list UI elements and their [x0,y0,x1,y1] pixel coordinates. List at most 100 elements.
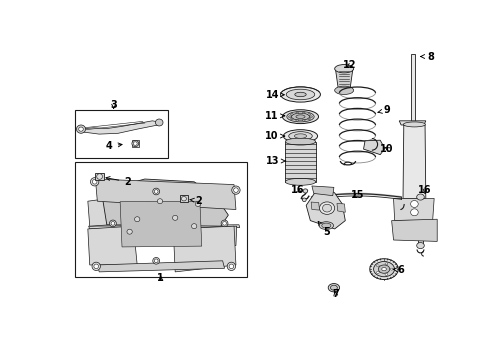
Ellipse shape [111,221,115,225]
Bar [411,54,415,121]
Ellipse shape [295,92,306,97]
Bar [96,173,104,180]
Ellipse shape [391,268,393,270]
Ellipse shape [94,264,98,269]
Ellipse shape [335,86,354,94]
Ellipse shape [302,198,306,202]
Bar [132,140,139,147]
Ellipse shape [373,261,394,277]
Ellipse shape [322,223,331,228]
Ellipse shape [154,259,158,263]
Text: 11: 11 [265,111,285,121]
Ellipse shape [376,265,379,267]
Ellipse shape [133,142,137,145]
Ellipse shape [385,274,388,275]
Ellipse shape [289,132,312,140]
Ellipse shape [97,174,102,179]
Ellipse shape [153,188,160,195]
Ellipse shape [292,113,310,120]
Bar [180,195,188,202]
Polygon shape [306,189,345,229]
Ellipse shape [294,134,307,138]
Ellipse shape [370,259,398,279]
Ellipse shape [282,110,318,123]
Text: 10: 10 [380,144,394,153]
Polygon shape [120,201,202,247]
Ellipse shape [79,127,83,131]
Ellipse shape [221,220,228,227]
Ellipse shape [302,120,305,121]
Ellipse shape [296,112,298,114]
Ellipse shape [302,112,305,114]
Ellipse shape [93,180,97,184]
Text: 6: 6 [393,265,404,275]
Ellipse shape [229,264,234,269]
Ellipse shape [416,243,424,249]
Text: 12: 12 [343,60,357,70]
Ellipse shape [283,130,318,143]
Polygon shape [337,203,345,212]
Polygon shape [336,69,353,90]
Polygon shape [98,261,224,272]
Text: 9: 9 [378,105,391,115]
Ellipse shape [291,118,293,120]
Polygon shape [103,179,228,226]
Ellipse shape [289,116,291,117]
Ellipse shape [296,115,305,118]
Ellipse shape [310,116,313,117]
Text: 13: 13 [267,156,286,166]
Ellipse shape [286,89,315,100]
Ellipse shape [153,257,160,264]
Ellipse shape [172,215,178,220]
Ellipse shape [411,201,418,207]
Text: 5: 5 [318,221,330,237]
Ellipse shape [322,204,332,212]
Text: 2: 2 [106,176,131,187]
Ellipse shape [181,197,186,201]
Polygon shape [89,225,240,229]
Ellipse shape [403,122,425,127]
Ellipse shape [132,140,139,147]
Ellipse shape [285,138,316,145]
Text: 16: 16 [418,185,432,195]
Bar [418,197,423,246]
Polygon shape [312,186,334,195]
Bar [285,141,316,182]
Polygon shape [399,121,426,125]
Ellipse shape [155,119,163,126]
Ellipse shape [222,221,226,225]
Polygon shape [392,219,437,242]
Text: 16: 16 [291,185,304,195]
Polygon shape [311,202,319,210]
Text: 2: 2 [190,195,202,206]
Polygon shape [88,226,137,265]
Polygon shape [393,198,434,221]
Polygon shape [96,179,236,210]
Text: 1: 1 [157,273,164,283]
Bar [74,162,247,278]
Ellipse shape [196,202,200,207]
Polygon shape [173,226,236,272]
Ellipse shape [91,177,99,186]
Ellipse shape [303,189,308,193]
Ellipse shape [330,285,337,290]
Text: 3: 3 [110,100,117,110]
Bar [74,110,168,158]
Polygon shape [204,226,237,246]
Ellipse shape [109,220,116,227]
Ellipse shape [281,87,320,102]
Text: 10: 10 [265,131,285,141]
Ellipse shape [376,271,379,273]
Ellipse shape [308,118,311,120]
Text: 14: 14 [267,90,284,100]
Ellipse shape [285,178,316,185]
Polygon shape [364,140,385,155]
Ellipse shape [335,64,354,73]
Text: 4: 4 [106,141,122,151]
Ellipse shape [328,284,340,292]
Ellipse shape [291,113,293,115]
Ellipse shape [157,199,163,204]
Ellipse shape [319,222,334,229]
Ellipse shape [287,111,314,122]
Ellipse shape [319,202,335,214]
